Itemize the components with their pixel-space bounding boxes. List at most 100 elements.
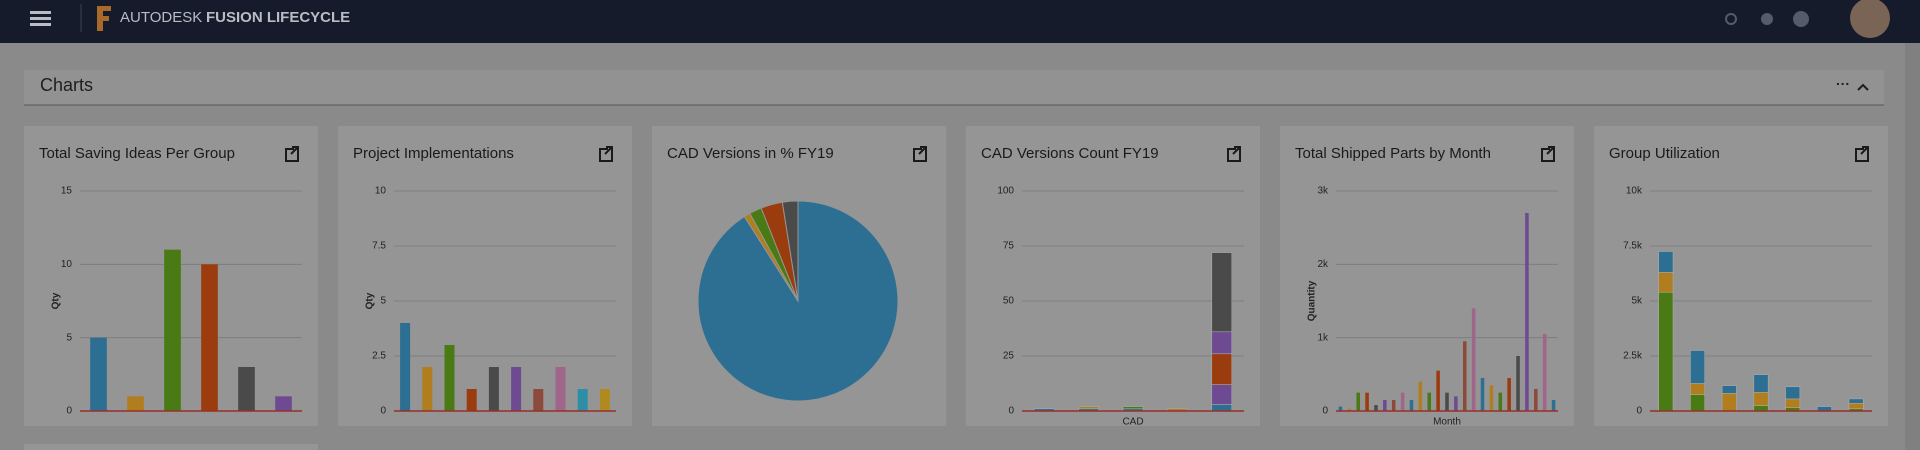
bar <box>466 389 477 411</box>
avatar[interactable] <box>1850 0 1890 38</box>
y-tick-label: 5k <box>1631 296 1643 307</box>
bar-segment <box>1211 252 1233 333</box>
bar-segment <box>1753 405 1769 412</box>
bar-segment <box>1658 272 1674 293</box>
chart-title: Group Utilization <box>1609 145 1720 162</box>
y-tick-label: 10k <box>1626 186 1643 197</box>
y-axis-label: Qty <box>365 292 376 309</box>
open-button[interactable] <box>1227 146 1241 162</box>
bar <box>275 396 292 411</box>
bar <box>422 367 433 411</box>
bar <box>400 323 411 411</box>
open-button[interactable] <box>285 146 299 162</box>
x-axis-label: CAD <box>1122 417 1143 428</box>
y-tick-label: 5 <box>66 332 72 343</box>
bar-segment <box>1658 291 1674 412</box>
bar <box>1365 392 1369 411</box>
product: FUSION LIFECYCLE <box>206 9 350 26</box>
bar <box>1498 392 1503 411</box>
open-button[interactable] <box>1541 146 1555 162</box>
bar <box>1436 370 1440 411</box>
bar <box>1454 396 1458 411</box>
y-tick-label: 10 <box>61 259 73 270</box>
bar-segment <box>1658 251 1674 273</box>
section-bar <box>24 70 1884 105</box>
logo <box>97 6 111 31</box>
bar <box>127 396 144 411</box>
bar <box>599 389 610 411</box>
y-tick-label: 3k <box>1317 186 1329 197</box>
bar <box>238 367 255 411</box>
x-axis-label: Month <box>1433 417 1461 428</box>
open-button[interactable] <box>913 146 927 162</box>
y-tick-label: 0 <box>1322 406 1328 417</box>
bar-segment <box>1785 398 1801 408</box>
y-tick-label: 2.5k <box>1623 351 1643 362</box>
bar <box>444 345 455 411</box>
y-tick-label: 5 <box>380 296 386 307</box>
more-button[interactable]: ··· <box>1836 76 1850 92</box>
bar <box>1356 392 1360 411</box>
scrollbar <box>1905 43 1920 450</box>
open-button[interactable] <box>1855 146 1869 162</box>
chart-title: CAD Versions in % FY19 <box>667 145 834 162</box>
y-tick-label: 25 <box>1003 351 1015 362</box>
bar <box>1391 400 1396 411</box>
bell-icon[interactable] <box>1761 13 1773 25</box>
bar <box>1507 378 1511 411</box>
y-tick-label: 75 <box>1003 241 1015 252</box>
bar <box>1418 381 1423 411</box>
bar-segment <box>1753 392 1769 406</box>
bar <box>488 367 499 411</box>
bar-segment <box>1211 353 1233 385</box>
bar <box>1525 213 1529 411</box>
bar <box>1480 378 1485 411</box>
bar <box>1409 400 1414 411</box>
y-tick-label: 0 <box>380 406 386 417</box>
y-tick-label: 100 <box>997 186 1014 197</box>
bar-segment <box>1690 394 1705 412</box>
menu-button[interactable] <box>30 11 51 26</box>
y-tick-label: 2k <box>1317 259 1329 270</box>
bar <box>201 264 218 411</box>
bar-segment <box>1690 383 1705 395</box>
chart-title: Total Shipped Parts by Month <box>1295 145 1491 162</box>
top-bar <box>0 0 1920 43</box>
bar <box>1534 389 1538 411</box>
help-icon[interactable] <box>1793 11 1809 27</box>
y-tick-label: 15 <box>61 186 73 197</box>
bar <box>1516 356 1520 411</box>
chart-title: Total Saving Ideas Per Group <box>39 145 235 162</box>
bar-segment <box>1211 331 1233 355</box>
bar <box>1551 400 1556 411</box>
bar-segment <box>1211 384 1233 405</box>
card <box>1594 126 1888 426</box>
y-tick-label: 10 <box>375 186 387 197</box>
open-button[interactable] <box>599 146 613 162</box>
y-tick-label: 50 <box>1003 296 1015 307</box>
collapse-button[interactable] <box>1857 83 1869 91</box>
menu-line <box>30 23 51 26</box>
bar-segment <box>1721 393 1737 412</box>
bar <box>1542 334 1547 411</box>
bar <box>1489 385 1494 411</box>
section-title: Charts <box>40 75 93 95</box>
bar-segment <box>1211 404 1233 412</box>
bar-segment <box>1753 374 1769 393</box>
y-tick-label: 0 <box>1008 406 1014 417</box>
bar <box>164 249 181 411</box>
bar-segment <box>1848 398 1864 404</box>
bar <box>511 367 522 411</box>
y-tick-label: 1k <box>1317 332 1329 343</box>
y-tick-label: 7.5 <box>372 241 386 252</box>
card <box>338 126 632 426</box>
menu-line <box>30 17 51 20</box>
y-axis-label: Quantity <box>1307 280 1318 321</box>
search-icon[interactable] <box>1725 13 1737 25</box>
bar <box>1374 405 1378 411</box>
bar <box>1471 308 1476 411</box>
bar <box>1462 341 1467 411</box>
chart-title: CAD Versions Count FY19 <box>981 145 1159 162</box>
